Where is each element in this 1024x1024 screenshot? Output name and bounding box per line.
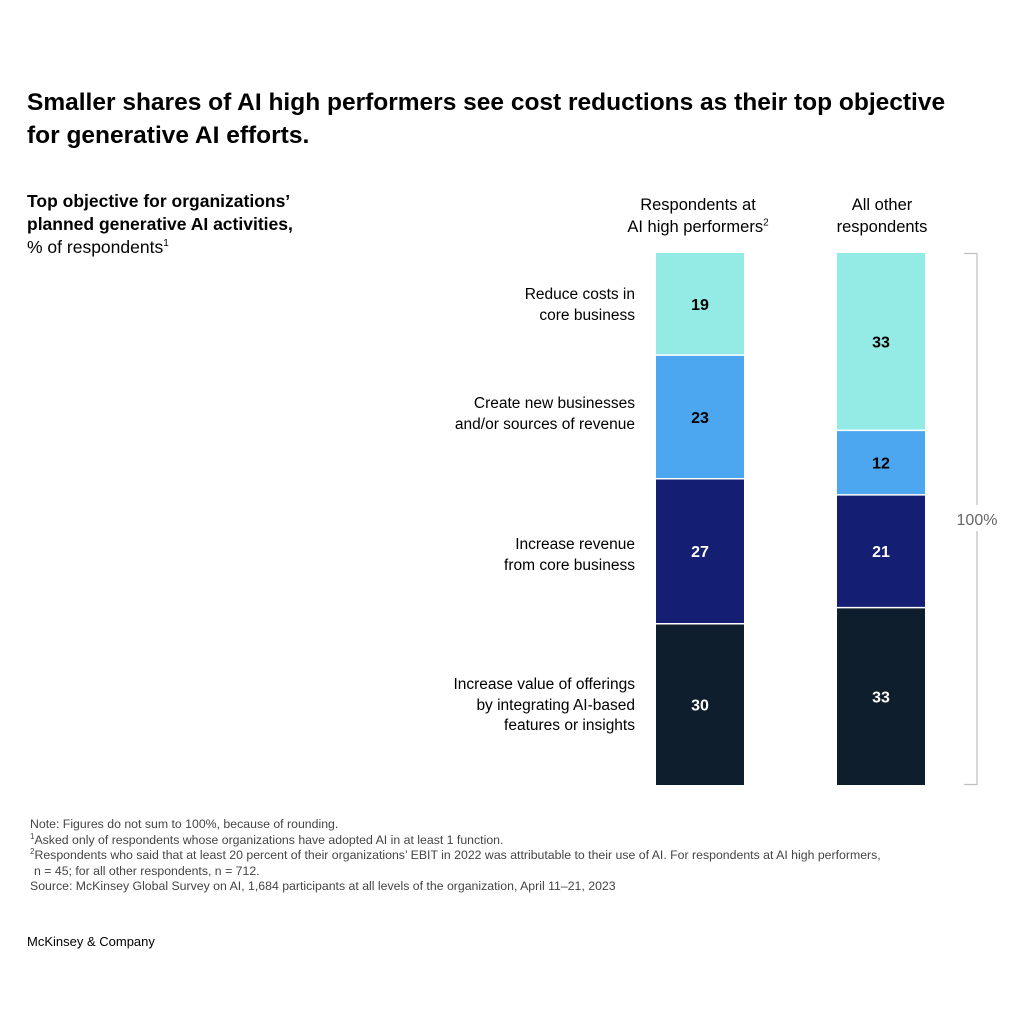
category-label-line: and/or sources of revenue [454, 415, 635, 433]
category-label-line: features or insights [504, 717, 635, 734]
category-label-increase-value: Increase value of offerings by integrati… [355, 675, 635, 737]
subtitle-line-1: Top objective for organizations’ [27, 191, 291, 211]
bar-segment-s1-c2 [837, 494, 925, 608]
footnote-1: 1Asked only of respondents whose organiz… [30, 831, 1010, 849]
footnote-2-continued: n = 45; for all other respondents, n = 7… [34, 863, 260, 878]
total-label: 100% [957, 512, 998, 529]
data-label-s1-c2: 21 [872, 544, 890, 561]
category-label-new-businesses: Create new businesses and/or sources of … [355, 394, 635, 435]
footnote-1-marker: 1 [30, 831, 35, 841]
data-label-s0-c3: 30 [691, 697, 709, 714]
subtitle-line-2: planned generative AI activities, [27, 214, 293, 234]
category-label-line: by integrating AI-based [476, 696, 635, 714]
category-label-line: from core business [504, 556, 635, 574]
subtitle-line-3: % of respondents [27, 237, 164, 257]
category-label-line: Create new businesses [473, 395, 635, 412]
column-header-line-1: Respondents at [640, 196, 756, 214]
footnote-1-text: Asked only of respondents whose organiza… [34, 832, 504, 847]
footnotes: Note: Figures do not sum to 100%, becaus… [30, 817, 1010, 895]
data-label-s0-c0: 19 [691, 297, 709, 314]
bar-segment-s0-c1 [656, 355, 744, 479]
brand-logo-text: McKinsey & Company [27, 934, 155, 949]
data-label-s0-c2: 27 [691, 544, 709, 561]
chart-subtitle: Top objective for organizations’ planned… [27, 190, 387, 259]
footnote-2: 2Respondents who said that at least 20 p… [30, 846, 1010, 864]
footnote-2-text: Respondents who said that at least 20 pe… [34, 848, 881, 862]
bar-segment-s0-c0 [656, 253, 744, 356]
data-label-s1-c3: 33 [872, 689, 890, 706]
column-header-high-performers: Respondents at AI high performers2 [598, 194, 798, 238]
bar-segment-s1-c0 [837, 253, 925, 431]
bar-segment-s1-c3 [837, 607, 925, 785]
column-header-all-other: All other respondents [782, 194, 982, 238]
data-label-s1-c1: 12 [872, 456, 890, 473]
data-label-s1-c0: 33 [872, 335, 890, 352]
footnote-2-marker: 2 [30, 846, 35, 856]
category-label-line: Reduce costs in [524, 286, 635, 303]
chart-title: Smaller shares of AI high performers see… [27, 89, 946, 149]
bar-segment-s0-c2 [656, 478, 744, 624]
bar-segment-s0-c3 [656, 623, 744, 785]
category-label-line: Increase value of offerings [453, 676, 635, 693]
column-header-footnote-marker: 2 [763, 217, 769, 229]
category-label-reduce-costs: Reduce costs in core business [355, 285, 635, 326]
subtitle-footnote-marker: 1 [163, 238, 169, 250]
category-label-line: core business [539, 306, 635, 324]
source-text: Source: McKinsey Global Survey on AI, 1,… [30, 879, 616, 893]
column-header-line-2: AI high performers [627, 218, 764, 236]
category-label-increase-revenue: Increase revenue from core business [355, 535, 635, 576]
data-label-s0-c1: 23 [691, 410, 709, 427]
note-text: Note: Figures do not sum to 100%, becaus… [30, 817, 339, 831]
category-label-line: Increase revenue [515, 536, 635, 553]
column-header-line-2: respondents [836, 218, 928, 236]
total-label-background [950, 505, 1004, 531]
bar-segment-s1-c1 [837, 430, 925, 495]
column-header-line-1: All other [851, 196, 913, 214]
